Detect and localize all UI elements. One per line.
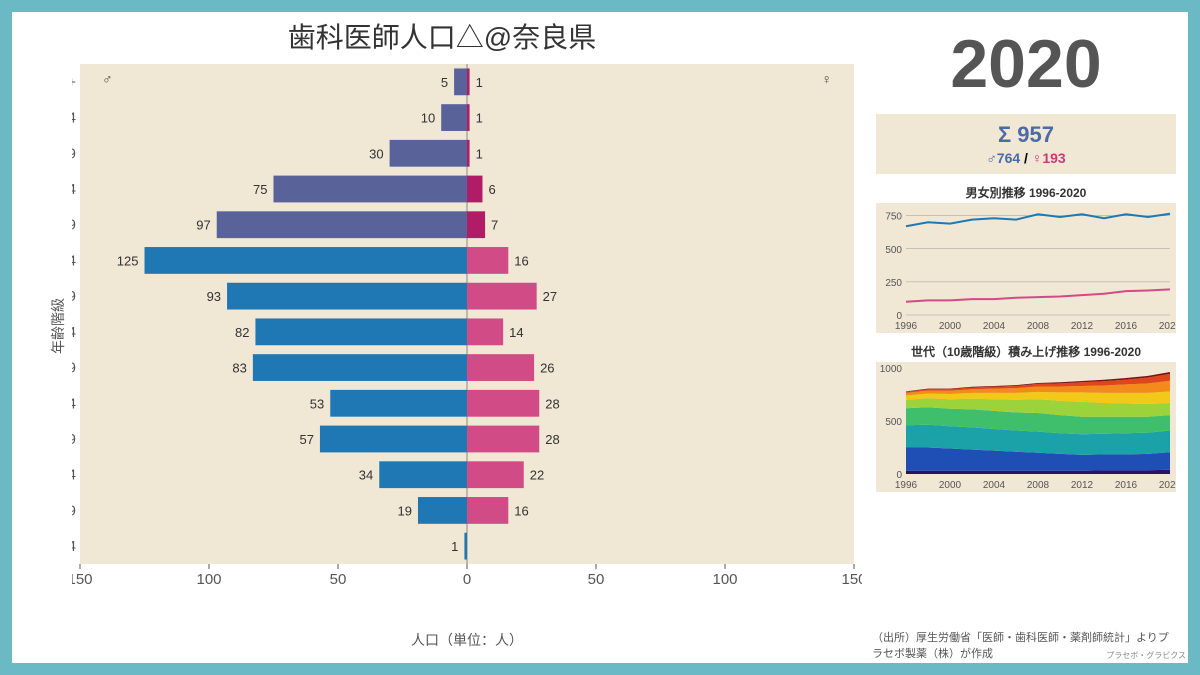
svg-text:5: 5: [441, 75, 448, 90]
svg-text:20-24: 20-24: [72, 538, 76, 555]
svg-text:♂: ♂: [102, 71, 113, 87]
svg-text:125: 125: [117, 253, 139, 268]
year-display: 2020: [876, 30, 1176, 98]
svg-text:30-34: 30-34: [72, 467, 76, 484]
totals-box: Σ 957 ♂764 / ♀193: [876, 114, 1176, 174]
svg-text:40-44: 40-44: [72, 395, 76, 412]
svg-text:7: 7: [491, 218, 498, 233]
svg-text:2008: 2008: [1027, 480, 1050, 491]
svg-text:45-49: 45-49: [72, 360, 76, 377]
svg-text:75-79: 75-79: [72, 145, 76, 162]
svg-text:1: 1: [476, 111, 483, 126]
svg-text:2020: 2020: [1159, 480, 1176, 491]
svg-text:27: 27: [543, 289, 557, 304]
trend-chart: 02505007501996200020042008201220162020: [876, 203, 1176, 333]
chart-title: 歯科医師人口△@奈良県: [12, 16, 872, 56]
svg-text:60-64: 60-64: [72, 252, 76, 269]
pyramid-svg: ♂♀85+5180-8410175-7930170-7475665-699776…: [72, 56, 862, 596]
sep: /: [1020, 150, 1032, 166]
svg-text:50: 50: [588, 571, 605, 588]
sigma-total: Σ 957: [880, 122, 1172, 148]
svg-text:2000: 2000: [939, 480, 962, 491]
svg-text:50: 50: [330, 571, 347, 588]
svg-text:85+: 85+: [72, 74, 76, 91]
female-total: ♀193: [1032, 150, 1066, 166]
svg-text:2016: 2016: [1115, 480, 1138, 491]
svg-text:97: 97: [196, 218, 210, 233]
svg-text:1: 1: [476, 146, 483, 161]
svg-text:28: 28: [545, 396, 559, 411]
svg-text:22: 22: [530, 468, 544, 483]
svg-text:26: 26: [540, 361, 554, 376]
svg-text:75: 75: [253, 182, 267, 197]
male-total: ♂764: [986, 150, 1020, 166]
svg-text:2020: 2020: [1159, 321, 1176, 332]
svg-text:2000: 2000: [939, 321, 962, 332]
svg-text:1: 1: [476, 75, 483, 90]
svg-text:500: 500: [885, 417, 902, 428]
frame: プラセボ・グラビクス 歯科医師人口△@奈良県 年齢階級 人口（単位：人） ♂ ♀ 8…: [0, 0, 1200, 675]
svg-text:2008: 2008: [1027, 321, 1050, 332]
svg-text:19: 19: [398, 503, 412, 518]
trend-title: 男女別推移 1996-2020: [876, 184, 1176, 201]
svg-text:14: 14: [509, 325, 523, 340]
svg-text:57: 57: [299, 432, 313, 447]
svg-text:83: 83: [232, 361, 246, 376]
svg-text:150: 150: [72, 571, 93, 588]
svg-text:0: 0: [463, 571, 471, 588]
trend-svg: 02505007501996200020042008201220162020: [876, 203, 1176, 333]
svg-text:10: 10: [421, 111, 435, 126]
svg-text:150: 150: [841, 571, 862, 588]
svg-text:70-74: 70-74: [72, 181, 76, 198]
svg-text:250: 250: [885, 278, 902, 289]
breakdown: ♂764 / ♀193: [880, 150, 1172, 166]
svg-text:82: 82: [235, 325, 249, 340]
stacked-chart: 050010001996200020042008201220162020: [876, 362, 1176, 492]
watermark: プラセボ・グラビクス: [1106, 650, 1186, 661]
svg-text:1: 1: [451, 539, 458, 554]
svg-text:1996: 1996: [895, 480, 918, 491]
svg-text:1000: 1000: [880, 364, 903, 375]
svg-text:6: 6: [488, 182, 495, 197]
x-axis-title: 人口（単位：人）: [411, 630, 523, 650]
svg-text:2012: 2012: [1071, 480, 1094, 491]
svg-text:500: 500: [885, 245, 902, 256]
svg-text:2004: 2004: [983, 480, 1006, 491]
svg-text:100: 100: [196, 571, 221, 588]
left-panel: 歯科医師人口△@奈良県 年齢階級 人口（単位：人） ♂♀85+5180-8410…: [12, 12, 872, 663]
pyramid-chart: 年齢階級 人口（単位：人） ♂♀85+5180-8410175-7930170-…: [72, 56, 862, 596]
svg-text:55-59: 55-59: [72, 288, 76, 305]
svg-text:80-84: 80-84: [72, 110, 76, 127]
svg-text:50-54: 50-54: [72, 324, 76, 341]
svg-text:30: 30: [369, 146, 383, 161]
stacked-title: 世代（10歳階級）積み上げ推移 1996-2020: [876, 343, 1176, 360]
svg-text:♀: ♀: [822, 71, 833, 87]
svg-text:34: 34: [359, 468, 373, 483]
right-panel: 2020 Σ 957 ♂764 / ♀193 男女別推移 1996-2020 0…: [872, 12, 1188, 663]
svg-text:35-39: 35-39: [72, 431, 76, 448]
svg-text:16: 16: [514, 253, 528, 268]
svg-text:65-69: 65-69: [72, 217, 76, 234]
svg-text:25-29: 25-29: [72, 502, 76, 519]
svg-text:2004: 2004: [983, 321, 1006, 332]
svg-text:1996: 1996: [895, 321, 918, 332]
stacked-svg: 050010001996200020042008201220162020: [876, 362, 1176, 492]
svg-text:750: 750: [885, 212, 902, 223]
svg-text:93: 93: [207, 289, 221, 304]
svg-text:53: 53: [310, 396, 324, 411]
svg-text:2012: 2012: [1071, 321, 1094, 332]
svg-text:100: 100: [712, 571, 737, 588]
svg-text:2016: 2016: [1115, 321, 1138, 332]
svg-text:16: 16: [514, 503, 528, 518]
svg-text:28: 28: [545, 432, 559, 447]
y-axis-title: 年齢階級: [48, 298, 68, 354]
